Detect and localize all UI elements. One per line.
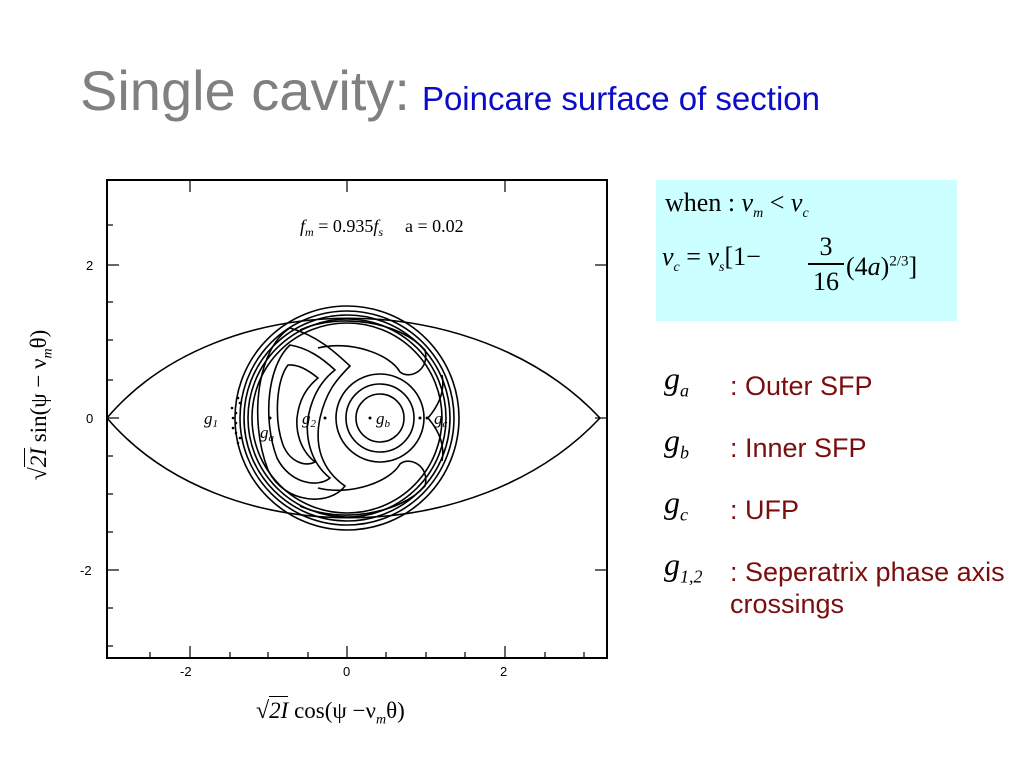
- crescent-loop: [256, 327, 352, 500]
- point-labels: g1 ga g2 gb gc: [204, 409, 448, 444]
- ytick-label: 2: [86, 258, 93, 273]
- separatrix-dots: [230, 396, 429, 445]
- inner-loop: [335, 373, 425, 463]
- tick-labels: 2 0 -2 -2 0 2: [80, 258, 507, 679]
- label-gb: gb: [376, 409, 391, 430]
- label-gc: gc: [434, 409, 448, 430]
- separatrix-upper: [106, 317, 601, 419]
- outer-ring: [234, 305, 460, 531]
- formula-condition: when : νm < νc: [665, 188, 809, 222]
- xtick-label: 0: [343, 664, 350, 679]
- legend-desc: : Outer SFP: [730, 371, 873, 401]
- poincare-plot-svg: 2 0 -2 -2 0 2 fm = 0.935fs a = 0.02: [80, 179, 608, 679]
- title-subtitle: Poincare surface of section: [421, 80, 820, 117]
- legend-symbol: gb: [664, 422, 689, 463]
- title-main: Single cavity:: [80, 59, 410, 122]
- separatrix-lower: [106, 417, 601, 519]
- plot-frame: [106, 179, 608, 659]
- formula-box: when : νm < νc νc = νs[1− 3 16 (4a)2/3]: [656, 180, 957, 321]
- label-ga: ga: [260, 423, 275, 444]
- x-axis-label: √2I cos(ψ −νmθ): [256, 696, 405, 728]
- formula-tail: (4a)2/3]: [846, 252, 918, 281]
- formula-nu-c: νc = νs[1−: [662, 242, 761, 276]
- label-g2: g2: [302, 409, 317, 430]
- x-ticks: [149, 180, 585, 658]
- ytick-label: 0: [86, 411, 93, 426]
- slide-title: Single cavity: Poincare surface of sectio…: [80, 58, 820, 123]
- poincare-plot: 2 0 -2 -2 0 2 fm = 0.935fs a = 0.02: [24, 179, 608, 728]
- xtick-label: -2: [180, 664, 192, 679]
- formula-fraction: 3 16: [806, 232, 846, 298]
- trajectories: [106, 305, 601, 531]
- legend-symbol: ga: [664, 360, 689, 401]
- legend-desc: : UFP: [730, 495, 800, 525]
- legend-symbol: gc: [664, 484, 688, 525]
- xtick-label: 2: [500, 664, 507, 679]
- ytick-label: -2: [80, 563, 92, 578]
- legend-desc: : Inner SFP: [730, 433, 867, 463]
- y-axis-label: √2I sin(ψ − νmθ): [24, 329, 56, 481]
- label-g1: g1: [204, 409, 218, 430]
- legend-symbol: g1,2: [664, 546, 703, 587]
- plot-annotation: fm = 0.935fs a = 0.02: [300, 216, 464, 239]
- y-ticks: [107, 224, 607, 647]
- legend-desc: : Seperatrix phase axis crossings: [730, 557, 1005, 619]
